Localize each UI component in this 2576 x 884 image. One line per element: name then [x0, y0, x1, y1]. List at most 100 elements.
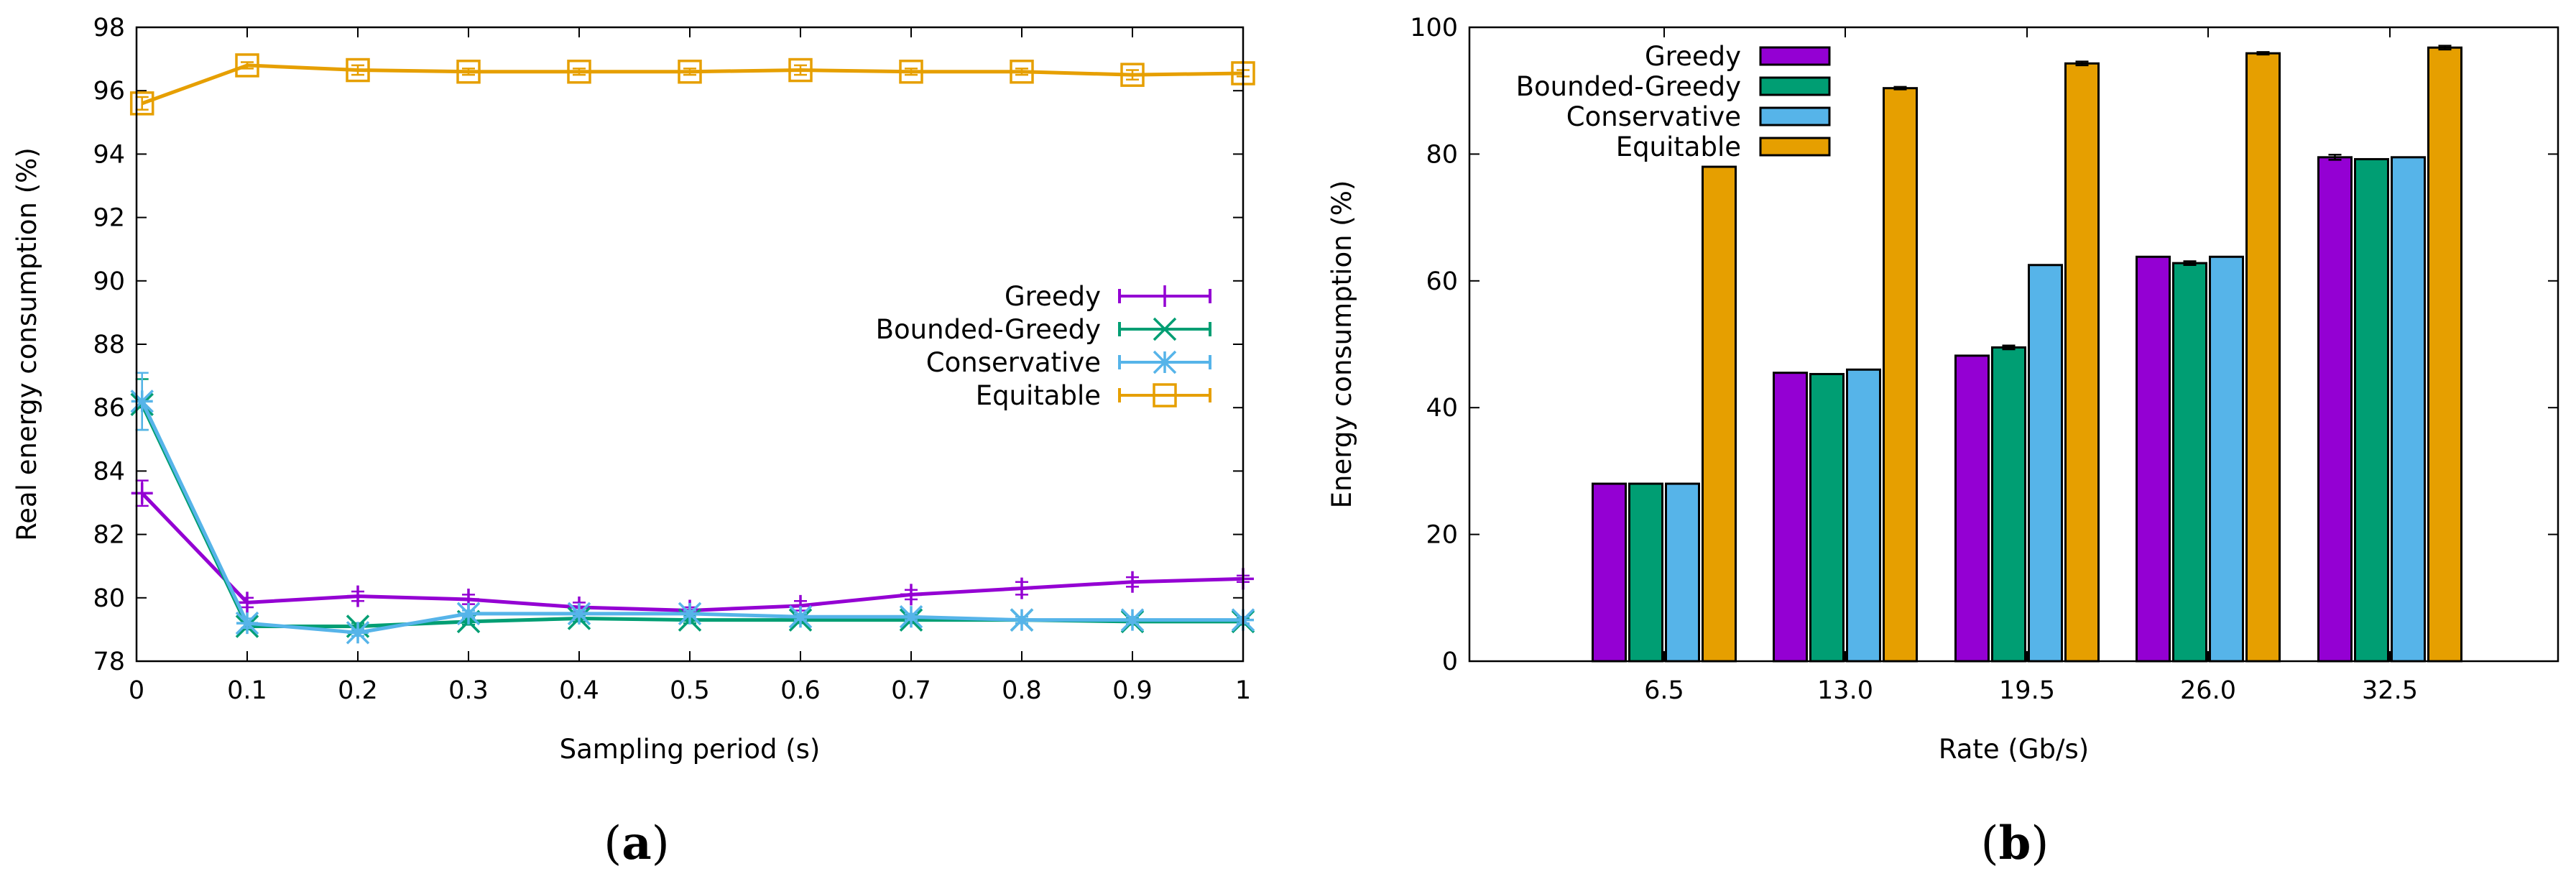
data-point	[130, 390, 154, 413]
data-point	[456, 59, 481, 84]
x-tick-label: 0.6	[780, 676, 821, 705]
legend-swatch	[1759, 106, 1831, 126]
x-tick-label: 13.0	[1817, 676, 1873, 705]
bar	[1773, 372, 1808, 663]
x-tick-label: 6.5	[1644, 676, 1684, 705]
error-bar	[2075, 60, 2089, 67]
y-tick-label: 86	[93, 394, 125, 423]
series-line	[140, 403, 1243, 628]
bar	[2317, 156, 2353, 663]
series-line	[141, 63, 1244, 106]
bar	[2172, 262, 2207, 663]
panel-b-bars	[1592, 45, 2462, 663]
bar	[2064, 62, 2100, 663]
legend-entry: Bounded-Greedy	[876, 314, 1211, 345]
x-tick-label: 0	[129, 676, 144, 705]
y-tick-label: 82	[93, 521, 125, 550]
legend-marker	[1154, 285, 1176, 307]
bar	[1665, 482, 1700, 663]
error-bar	[1893, 86, 1907, 91]
bar	[2209, 255, 2244, 663]
legend-label: Bounded-Greedy	[1516, 71, 1741, 102]
y-tick-label: 80	[93, 584, 125, 613]
bar	[1628, 482, 1663, 663]
error-bar	[2328, 154, 2342, 161]
panel-a-caption: (a)	[604, 816, 669, 870]
error-bar	[2183, 260, 2197, 266]
data-point	[235, 53, 259, 78]
data-point	[131, 482, 153, 505]
legend-line	[1118, 388, 1211, 402]
y-tick-label: 98	[93, 14, 125, 42]
legend-swatch	[1759, 76, 1831, 96]
y-tick-label: 88	[93, 331, 125, 359]
x-tick-label: 26.0	[2180, 676, 2236, 705]
data-point	[129, 91, 154, 116]
error-bar	[2002, 344, 2016, 351]
panel-b-x-axis-label: Rate (Gb/s)	[1939, 734, 2089, 765]
panel-b-legend: GreedyBounded-GreedyConservativeEquitabl…	[1516, 41, 1831, 162]
bar-group	[1954, 60, 2100, 663]
panel-a-line-chart: 78 80 82 84 86 88 90 92 94 96 98 0 0.1 0.2 0.3 0.4 0.5 0.…	[11, 14, 1255, 870]
bar	[2427, 46, 2462, 663]
y-tick-label: 92	[93, 204, 125, 233]
error-bar	[241, 61, 254, 70]
data-point	[567, 59, 591, 84]
bar	[1954, 354, 1990, 663]
y-tick-label: 20	[1426, 521, 1458, 550]
x-tick-label: 0.5	[670, 676, 710, 705]
legend-label: Equitable	[1616, 132, 1741, 162]
y-tick-label: 84	[93, 457, 125, 486]
panel-a-series	[129, 53, 1255, 645]
panel-a-legend: GreedyBounded-GreedyConservativeEquitabl…	[876, 281, 1211, 411]
error-bar	[351, 64, 364, 76]
legend-marker	[1153, 317, 1177, 341]
legend-entry: Bounded-Greedy	[1516, 71, 1831, 102]
data-point	[456, 602, 481, 626]
legend-label: Equitable	[976, 380, 1101, 411]
error-bar	[135, 96, 149, 111]
x-tick-label: 0.4	[559, 676, 599, 705]
legend-swatch	[1759, 137, 1831, 157]
bar	[2136, 255, 2171, 663]
data-point	[1010, 59, 1034, 84]
panel-b-ticks: 0 20 40 60 80 100 6.5 13.0 19.5 26.0 32.5	[1410, 14, 2558, 705]
error-bar	[1015, 68, 1028, 76]
error-bar	[462, 68, 475, 76]
legend-entry: Greedy	[1645, 41, 1831, 72]
data-point	[235, 611, 259, 635]
panel-b-caption: (b)	[1981, 816, 2049, 870]
bar	[2245, 52, 2281, 663]
panel-a-x-axis-label: Sampling period (s)	[560, 734, 821, 765]
data-point	[347, 585, 369, 607]
legend-marker	[1153, 350, 1177, 374]
legend-label: Greedy	[1005, 281, 1101, 312]
data-point	[236, 591, 258, 614]
panel-a-ticks: 78 80 82 84 86 88 90 92 94 96 98 0 0.1 0.2 0.3 0.4 0.5 0.…	[93, 14, 1251, 705]
y-tick-label: 80	[1426, 140, 1458, 169]
panel-a-caption-letter: a	[622, 816, 651, 870]
data-point	[788, 57, 813, 83]
series-conservative	[130, 372, 1255, 645]
x-tick-label: 0.7	[891, 676, 931, 705]
error-bar	[573, 68, 586, 76]
data-point	[1122, 571, 1143, 593]
legend-entry: Equitable	[1616, 132, 1831, 162]
error-bar	[794, 64, 807, 76]
data-point	[1010, 608, 1034, 632]
series-greedy	[131, 479, 1254, 622]
bar	[2354, 157, 2389, 663]
data-point	[678, 59, 702, 84]
legend-label: Conservative	[1566, 101, 1741, 132]
bar-group	[2317, 45, 2462, 663]
y-tick-label: 90	[93, 267, 125, 296]
data-point	[899, 59, 923, 84]
x-tick-label: 0.9	[1112, 676, 1153, 705]
bar	[1592, 482, 1627, 663]
bar	[1702, 165, 1737, 663]
panel-b-bar-chart: 0 20 40 60 80 100 6.5 13.0 19.5 26.0 32.5 GreedyBo…	[1326, 14, 2559, 870]
legend-entry: Conservative	[926, 347, 1211, 378]
bar	[2028, 264, 2063, 663]
x-tick-label: 19.5	[1999, 676, 2055, 705]
